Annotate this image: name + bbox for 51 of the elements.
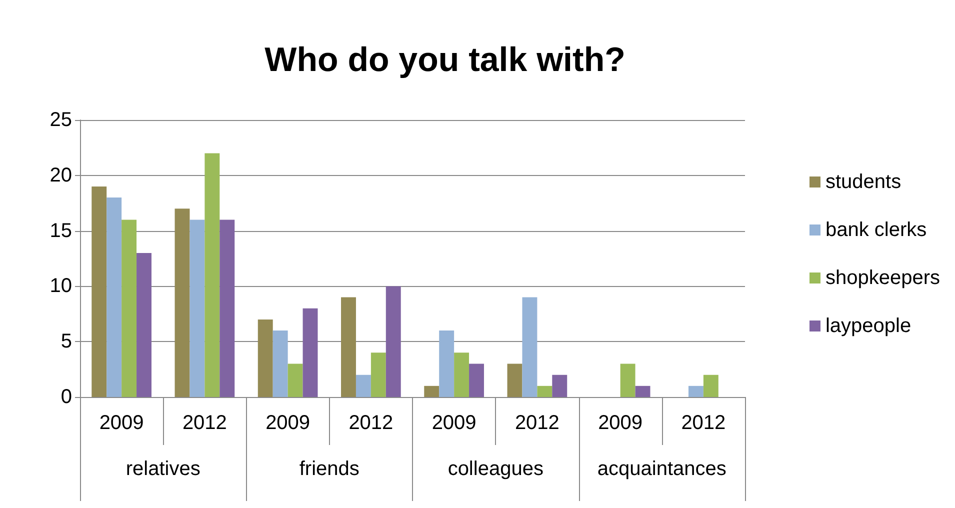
x-tick-label: 2012 — [182, 412, 227, 434]
x-tick-label: 2009 — [432, 412, 476, 434]
bar — [537, 386, 552, 397]
bar — [220, 220, 235, 397]
bar — [454, 352, 470, 397]
chart-title: Who do you talk with? — [264, 41, 626, 79]
bar — [620, 364, 636, 397]
bar — [258, 319, 273, 397]
y-tick-label: 0 — [60, 386, 72, 408]
bar — [424, 386, 440, 397]
bar — [92, 186, 107, 397]
legend-label: shopkeepers — [825, 267, 940, 289]
x-tick-label: 2012 — [514, 412, 560, 434]
x-tick-label: 2012 — [348, 412, 394, 434]
bar — [204, 153, 220, 397]
bar — [356, 374, 371, 397]
bar — [288, 364, 303, 397]
bar — [507, 364, 522, 397]
x-tick-label: 2009 — [99, 412, 144, 434]
text: colleagues — [448, 458, 544, 480]
bar — [190, 220, 205, 397]
bar — [635, 386, 650, 397]
y-tick-label: 5 — [60, 330, 72, 353]
legend-label: bank clerks — [825, 219, 927, 241]
bar — [272, 330, 288, 397]
y-tick-label: 25 — [50, 109, 72, 131]
legend-label: laypeople — [825, 315, 912, 337]
bar — [122, 220, 137, 397]
bar — [522, 297, 538, 397]
bar — [302, 308, 318, 397]
y-tick-label: 20 — [50, 164, 72, 186]
bar — [439, 330, 454, 397]
bar — [370, 352, 386, 397]
x-tick-label: 2009 — [598, 412, 643, 434]
bar — [386, 286, 401, 397]
bar — [106, 198, 122, 397]
text: relatives — [126, 458, 200, 480]
x-tick-label: 2009 — [266, 412, 310, 434]
legend-label: students — [825, 171, 902, 193]
y-tick-label: 15 — [50, 220, 72, 242]
bar — [688, 386, 704, 397]
bar — [174, 208, 190, 397]
bar — [703, 374, 718, 397]
bar — [136, 252, 152, 397]
bar — [341, 297, 356, 397]
y-tick-label: 10 — [50, 275, 72, 298]
text: friends — [299, 458, 360, 480]
bar — [552, 374, 568, 397]
text: acquaintances — [597, 458, 726, 480]
bar — [469, 364, 484, 397]
x-tick-label: 2012 — [681, 412, 726, 434]
